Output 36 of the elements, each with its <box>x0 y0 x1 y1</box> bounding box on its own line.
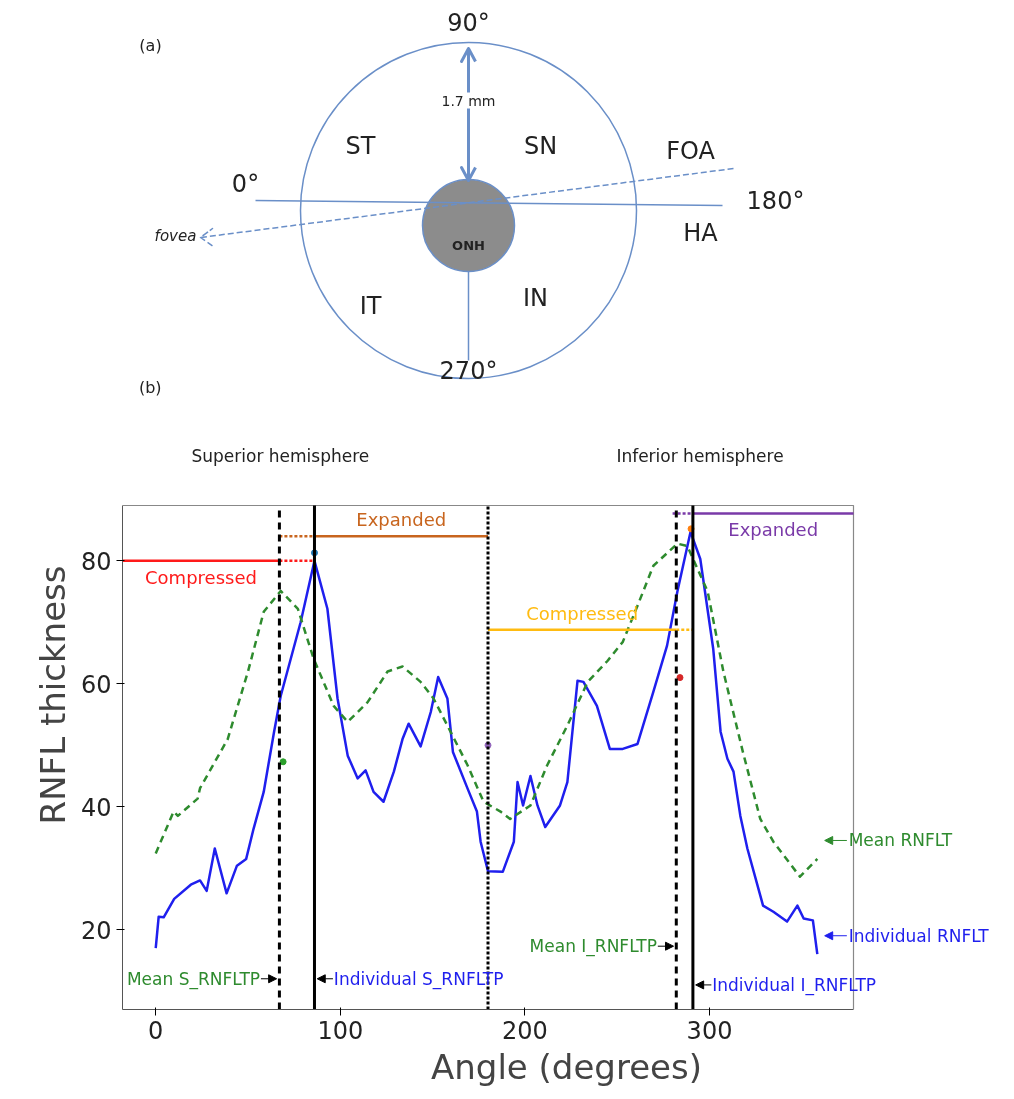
x-axis-title: Angle (degrees) <box>431 1046 702 1087</box>
x-tick-label: 100 <box>317 1016 364 1045</box>
text: (a) <box>139 36 162 55</box>
y-axis-title: RNFL thickness <box>32 565 73 825</box>
text: 90° <box>447 8 490 37</box>
text: 180° <box>746 186 805 215</box>
text: HA <box>683 218 719 247</box>
text: IT <box>359 291 382 320</box>
y-tick-label: 20 <box>80 916 112 945</box>
text: Superior hemisphere <box>191 445 370 466</box>
y-tick-label: 60 <box>80 670 112 699</box>
series-label: Compressed <box>145 566 257 588</box>
text: 0° <box>231 169 260 198</box>
legend-label: Individual RNFLT <box>848 925 990 946</box>
x-tick-label: 300 <box>686 1016 733 1045</box>
text: Inferior hemisphere <box>616 445 784 466</box>
text: IN <box>522 283 549 312</box>
x-tick-label: 200 <box>502 1016 548 1045</box>
text: SN <box>523 131 558 160</box>
ref-line-label: Mean I_RNFLTP <box>529 936 657 958</box>
text: FOA <box>666 136 716 165</box>
series-label: Compressed <box>526 602 639 624</box>
text: fovea <box>154 226 197 245</box>
text: 270° <box>439 356 498 385</box>
series-label: Expanded <box>728 519 819 541</box>
x-tick-label: 0 <box>148 1016 164 1045</box>
text: 1.7 mm <box>441 92 496 109</box>
text: ONH <box>452 238 485 253</box>
ref-line-label: Individual S_RNFLTP <box>333 968 504 990</box>
y-tick-label: 80 <box>80 547 112 576</box>
text: ST <box>345 131 376 160</box>
text: (b) <box>138 377 162 397</box>
ref-line-label: Mean S_RNFLTP <box>126 968 261 990</box>
y-tick-label: 40 <box>80 793 112 822</box>
ref-line-label: Individual I_RNFLTP <box>712 974 877 996</box>
series-label: Expanded <box>356 509 447 531</box>
